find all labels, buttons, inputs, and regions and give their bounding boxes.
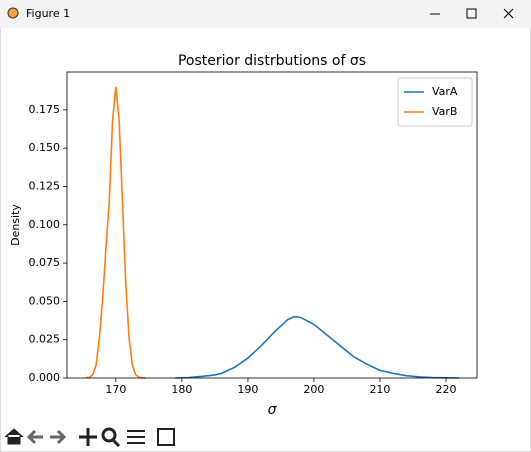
y-tick-label: 0.050 [29, 294, 61, 307]
legend: VarA VarB [397, 77, 473, 127]
line-series [86, 86, 146, 379]
y-tick-label: 0.000 [29, 371, 61, 384]
axes-frame [66, 71, 478, 379]
y-tick-label: 0.125 [29, 179, 61, 192]
y-tick-label: 0.075 [29, 256, 61, 269]
line-series [175, 315, 460, 379]
y-tick-label: 0.100 [29, 218, 61, 231]
x-tick-label: 200 [303, 383, 324, 396]
close-button[interactable] [503, 8, 514, 19]
toolbar [4, 427, 175, 448]
app-icon [7, 7, 19, 19]
save-button[interactable] [157, 428, 175, 446]
x-axis-label: σ [268, 402, 278, 418]
y-tick-label: 0.150 [29, 141, 61, 154]
title-bar-bg [0, 0, 531, 28]
legend-label: VarA [432, 85, 458, 98]
forward-button[interactable] [50, 429, 67, 445]
home-button[interactable] [4, 428, 24, 445]
x-tick-label: 170 [105, 383, 126, 396]
window-title: Figure 1 [26, 7, 70, 20]
x-tick-label: 220 [435, 383, 456, 396]
configure-button[interactable] [127, 430, 145, 444]
x-tick-label: 190 [237, 383, 258, 396]
title-bar: Figure 1 [0, 0, 531, 28]
y-tick-label: 0.025 [29, 333, 61, 346]
y-tick-label: 0.175 [29, 103, 61, 116]
y-axis-label: Density [9, 204, 22, 246]
maximize-button[interactable] [466, 8, 477, 19]
zoom-button[interactable] [101, 427, 121, 448]
legend-label: VarB [432, 105, 457, 118]
back-button[interactable] [26, 429, 43, 445]
x-tick-label: 210 [369, 383, 390, 396]
chart-title: Posterior distrbutions of σs [178, 53, 366, 69]
x-tick-label: 180 [171, 383, 192, 396]
pan-button[interactable] [79, 428, 97, 446]
legend-box [397, 77, 473, 127]
plot: Posterior distrbutions of σs σ Density 0… [9, 53, 478, 418]
